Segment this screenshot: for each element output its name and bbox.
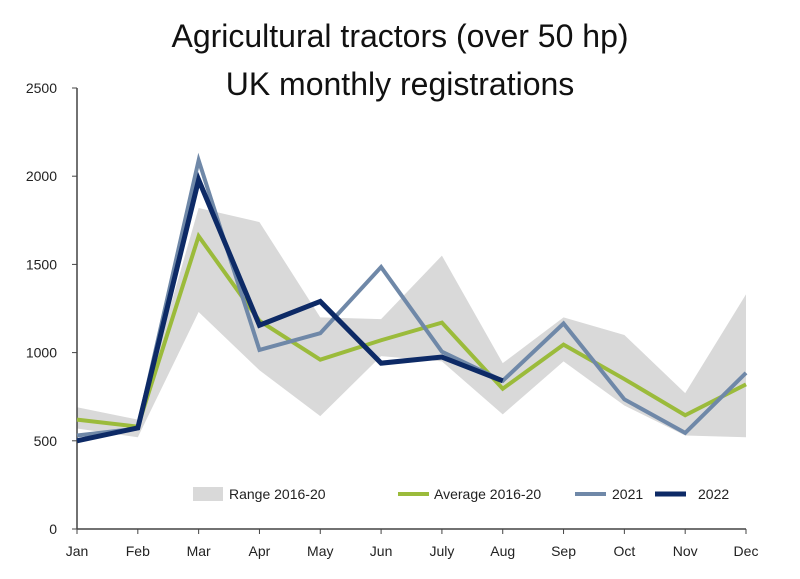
x-tick-label: Apr bbox=[249, 543, 271, 559]
x-tick-label: July bbox=[429, 543, 454, 559]
x-tick-label: Mar bbox=[187, 543, 211, 559]
x-tick-label: Nov bbox=[673, 543, 698, 559]
x-tick-label: Jan bbox=[66, 543, 89, 559]
series-line-average-2016-20 bbox=[76, 231, 747, 429]
legend-label-range: Range 2016-20 bbox=[229, 486, 326, 502]
legend-swatch-range bbox=[193, 487, 223, 501]
x-tick-label: Aug bbox=[490, 543, 515, 559]
legend-label: 2021 bbox=[612, 486, 643, 502]
series-line-2022 bbox=[76, 171, 504, 444]
x-tick-label: Oct bbox=[613, 543, 635, 559]
legend-label: Average 2016-20 bbox=[434, 486, 541, 502]
y-tick-label: 1500 bbox=[26, 256, 57, 272]
chart-title-line-2: UK monthly registrations bbox=[225, 66, 575, 102]
chart-title-line-1: Agricultural tractors (over 50 hp) bbox=[171, 18, 629, 54]
y-tick-label: 500 bbox=[34, 433, 58, 449]
y-tick-label: 0 bbox=[49, 521, 57, 537]
x-tick-label: May bbox=[307, 543, 333, 559]
y-tick-label: 2500 bbox=[26, 80, 57, 96]
range-band bbox=[77, 207, 746, 438]
x-tick-label: Feb bbox=[126, 543, 150, 559]
y-tick-label: 1000 bbox=[26, 345, 57, 361]
x-tick-label: Dec bbox=[734, 543, 759, 559]
legend-label: 2022 bbox=[698, 486, 729, 502]
x-tick-label: Jun bbox=[370, 543, 393, 559]
x-tick-label: Sep bbox=[551, 543, 576, 559]
series-line-2021 bbox=[76, 152, 748, 438]
y-tick-label: 2000 bbox=[26, 168, 57, 184]
